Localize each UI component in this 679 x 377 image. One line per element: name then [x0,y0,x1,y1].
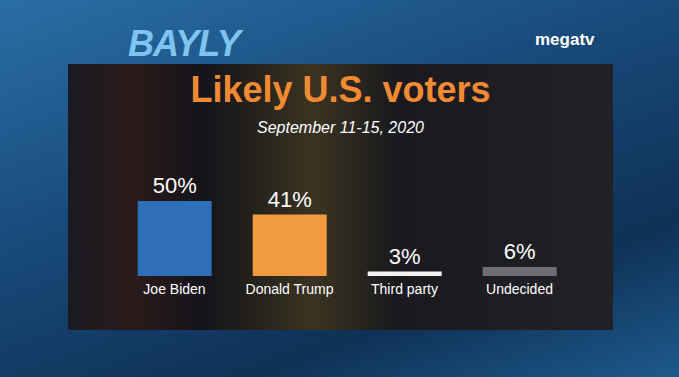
html-text:Likely U.S. voters: Likely U.S. voters [190,69,491,110]
svg-text:3%: 3% [389,244,421,269]
html-text:BAYLY: BAYLY [128,23,240,64]
svg-text:6%: 6% [504,239,536,264]
svg-text:Donald Trump: Donald Trump [246,281,334,297]
html-text:megatv: megatv [535,30,595,49]
svg-text:50%: 50% [153,173,197,198]
svg-text:41%: 41% [268,187,312,212]
svg-text:Joe Biden: Joe Biden [143,281,205,297]
svg-text:Undecided: Undecided [486,281,553,297]
html-text:September 11-15, 2020: September 11-15, 2020 [257,119,424,136]
svg-text:Third party: Third party [371,281,438,297]
